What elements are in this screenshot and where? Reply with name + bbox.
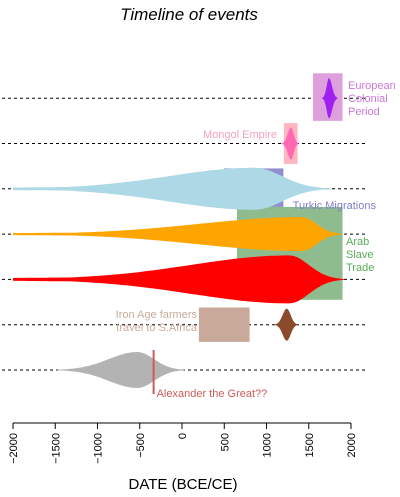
violins: [13, 78, 345, 388]
period-label: Iron Age farmers travel to S.Africa: [116, 309, 198, 334]
x-tick-label: 2000: [346, 433, 358, 457]
violin: [13, 255, 345, 304]
x-axis: −2000 −1500 −1000 −500 0 500 1000 1500 2000: [8, 422, 358, 464]
x-tick-label: 1500: [304, 433, 316, 457]
period-label: Arab Slave Trade: [346, 236, 374, 274]
chart-title: Timeline of events: [120, 5, 258, 24]
violin: [274, 308, 298, 341]
event-markers: Alexander the Great??: [152, 350, 268, 400]
period-label: European Colonial Period: [348, 80, 396, 118]
x-tick-label: −500: [135, 433, 147, 458]
x-tick-label: −1000: [93, 433, 105, 464]
violin: [13, 167, 332, 210]
violin: [281, 127, 299, 160]
x-axis-title: DATE (BCE/CE): [129, 476, 238, 493]
x-tick-label: 0: [177, 433, 189, 439]
x-tick-label: 1000: [262, 433, 274, 457]
period-labels: European Colonial Period Mongol Empire Turki…: [116, 80, 396, 334]
period-label: Turkic Migrations: [293, 200, 377, 212]
violin: [322, 78, 338, 119]
x-tick-label: −2000: [8, 433, 20, 464]
x-tick-label: −1500: [50, 433, 62, 464]
event-marker-label: Alexander the Great??: [157, 388, 268, 400]
violin: [56, 352, 185, 388]
violin: [13, 217, 343, 252]
period-label: Mongol Empire: [203, 129, 277, 141]
period-box: [198, 307, 250, 342]
x-tick-label: 500: [219, 433, 231, 451]
